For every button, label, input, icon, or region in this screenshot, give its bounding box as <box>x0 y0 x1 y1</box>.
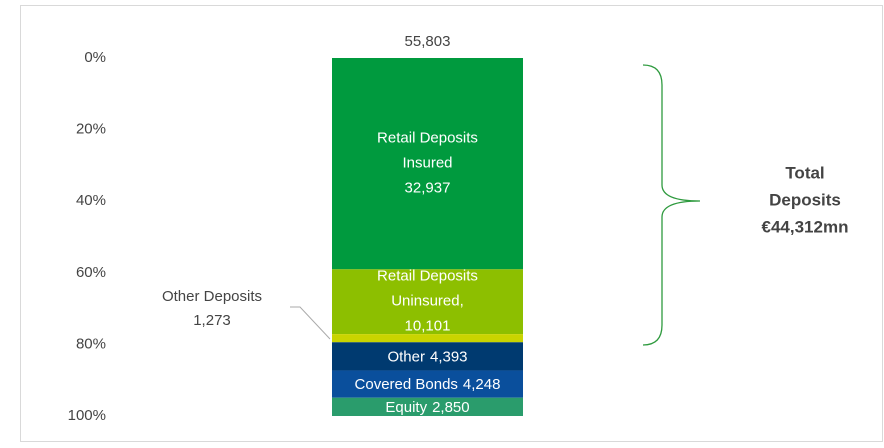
segment-label: Uninsured, <box>391 293 464 310</box>
y-tick-label: 60% <box>76 264 106 281</box>
segment-value: 4,393 <box>430 348 468 365</box>
y-tick-label: 100% <box>68 407 106 424</box>
bar-segment <box>332 342 523 371</box>
bar-segment <box>332 269 523 335</box>
leader-line <box>290 306 331 340</box>
segment-name: Other <box>387 348 425 365</box>
brace <box>642 64 701 346</box>
segment-label: Retail Deposits <box>377 268 478 285</box>
annotation: Total <box>785 163 824 182</box>
segment-label: Covered Bonds 4,248 <box>355 376 501 393</box>
y-tick-label: 80% <box>76 335 106 352</box>
segment-name: Covered Bonds <box>355 376 458 393</box>
bar-segment <box>332 58 523 270</box>
segment-value: 10,101 <box>405 318 451 335</box>
segment-value: 32,937 <box>405 180 451 197</box>
segment-name: Equity <box>385 399 427 416</box>
segment-label: Insured <box>402 155 452 172</box>
callout-value: 1,273 <box>193 312 231 329</box>
segment-label: Equity 2,850 <box>385 399 469 416</box>
callout-label: Other Deposits <box>162 288 262 305</box>
bar-segment <box>332 397 523 416</box>
segment-label: Other 4,393 <box>387 348 467 365</box>
segment-value: 4,248 <box>463 376 501 393</box>
segment-value: 2,850 <box>432 399 470 416</box>
y-tick-label: 20% <box>76 121 106 138</box>
y-tick-label: 40% <box>76 192 106 209</box>
bar-segment <box>332 370 523 398</box>
y-tick-label: 0% <box>84 49 106 66</box>
bar-segment <box>332 334 523 343</box>
annotation: €44,312mn <box>762 217 849 236</box>
annotation: Deposits <box>769 190 841 209</box>
segment-label: Retail Deposits <box>377 130 478 147</box>
total-label: 55,803 <box>405 33 451 50</box>
